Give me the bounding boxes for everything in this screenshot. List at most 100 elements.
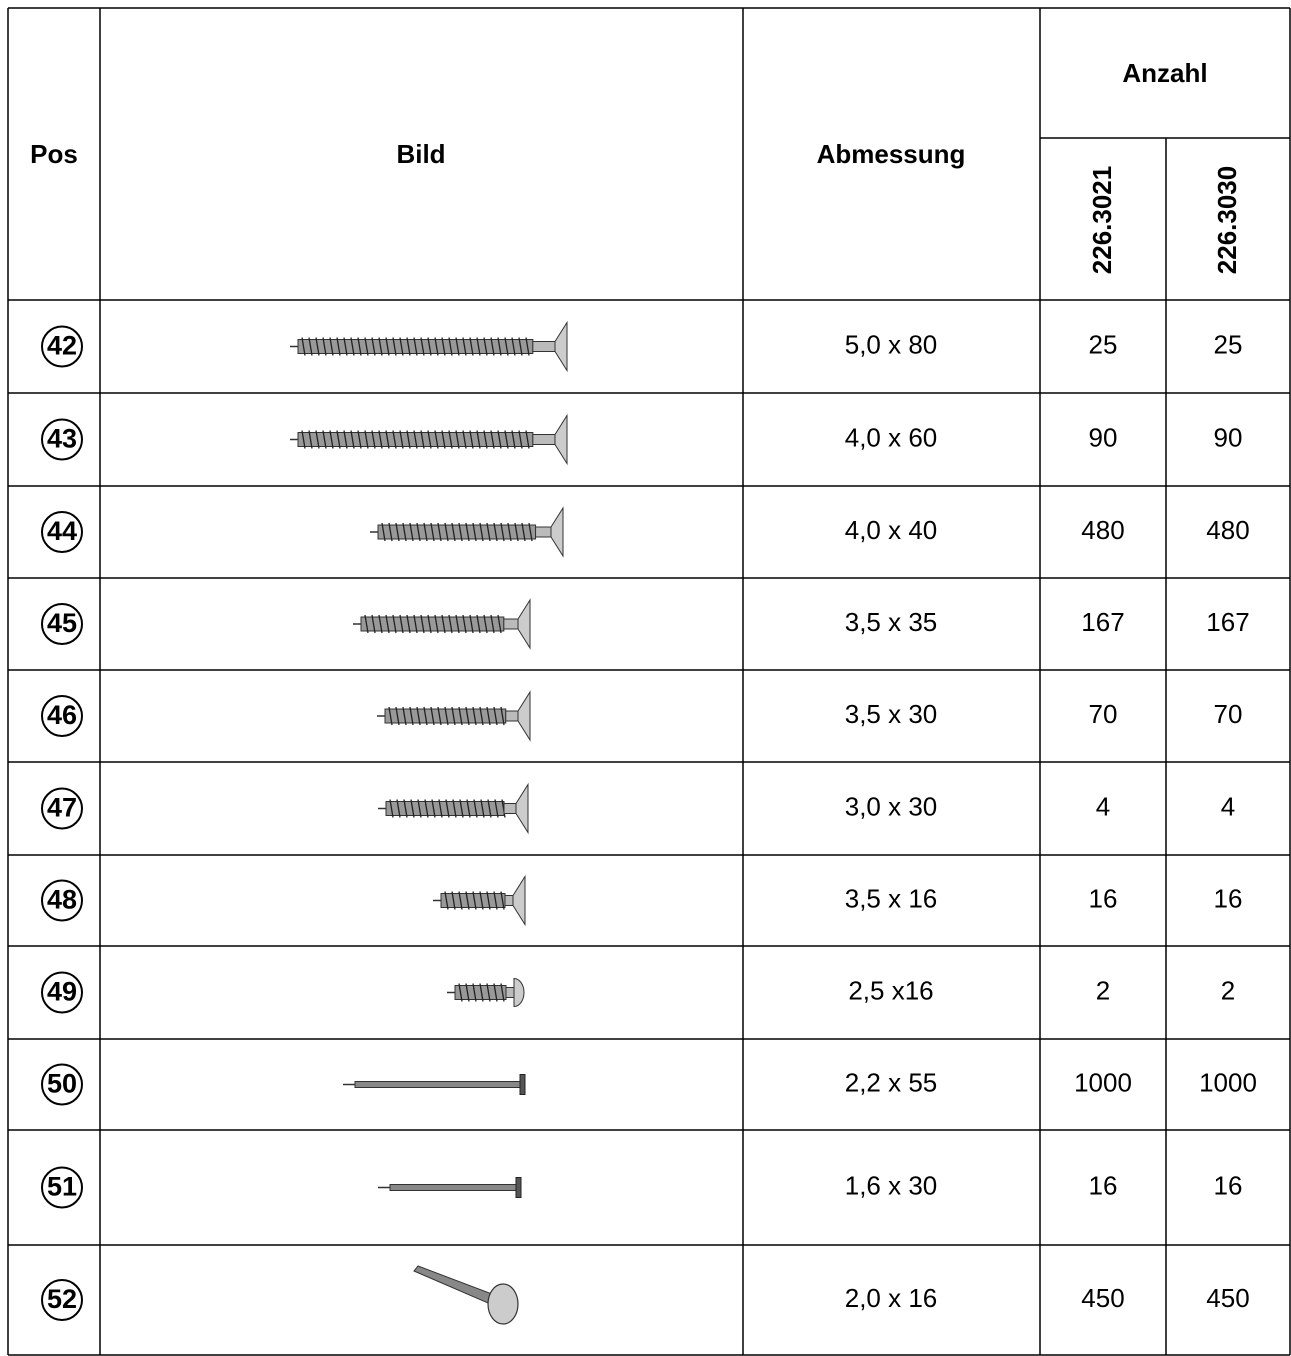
thread-line [385,614,390,634]
thread-line [301,337,306,356]
thread-line [490,614,495,634]
thread-line [406,614,411,634]
thread-line [497,337,502,356]
pos-number: 52 [47,1284,77,1314]
thread-line [465,522,470,542]
header-anzahl: Anzahl [1122,58,1207,88]
screw-head [550,506,564,558]
thread-line [451,891,456,910]
thread-line [301,430,306,449]
thread-line [448,337,453,356]
thread-line [434,337,439,356]
thread-line [409,522,414,542]
thread-line [329,430,334,449]
thread-line [452,799,457,818]
thread-line [486,706,491,726]
quantity: 167 [1206,607,1249,637]
thread-line [473,799,478,818]
quantity: 25 [1089,329,1118,359]
thread-line [406,337,411,356]
screw-head [512,874,526,927]
thread-line [392,337,397,356]
thread-line [336,430,341,449]
thread-line [416,706,421,726]
thread-line [378,614,383,634]
dimension: 2,5 x16 [848,975,933,1005]
thread-line [413,337,418,356]
quantity: 480 [1206,515,1249,545]
thread-line [469,614,474,634]
thread-line [343,337,348,356]
nail-head [515,1177,522,1198]
thread-line [417,799,422,818]
thread-line [388,706,393,726]
thread-line [371,430,376,449]
pos-number: 48 [47,885,77,915]
thread-line [423,522,428,542]
thread-line [521,522,526,542]
thread-line [392,430,397,449]
pos-number: 49 [47,977,77,1007]
thread-line [500,891,505,910]
pos-circle [41,971,83,1014]
part-image [353,598,531,650]
thread-line [441,337,446,356]
thread-line [308,337,313,356]
thread-line [444,891,449,910]
thread-line [420,337,425,356]
thread-line [465,706,470,726]
thread-line [403,799,408,818]
thread-line [434,430,439,449]
pos-circle [41,1166,83,1209]
quantity: 16 [1089,883,1118,913]
screw-shank [503,803,517,814]
thread-line [486,983,491,1002]
thread-line [476,614,481,634]
thread-line [378,430,383,449]
quantity: 450 [1081,1283,1124,1313]
pos-circle [41,879,83,922]
thread-line [500,522,505,542]
thread-line [486,522,491,542]
pos-number: 47 [47,793,77,823]
quantity: 167 [1081,607,1124,637]
screw-shank [535,526,552,538]
nail-shank [354,1081,522,1088]
header-article: 226.3021 [1087,166,1117,274]
quantity: 90 [1089,422,1118,452]
thread-line [434,614,439,634]
dimension: 2,0 x 16 [845,1283,938,1313]
thread-line [479,983,484,1002]
thread-line [500,706,505,726]
screw-shank [505,710,519,722]
pos-number: 50 [47,1069,77,1099]
quantity: 16 [1214,883,1243,913]
thread-line [385,430,390,449]
thread-line [494,799,499,818]
pos-number: 43 [47,424,77,454]
screw-shank [504,895,514,906]
screw-head [517,598,531,650]
part-image [343,1074,526,1095]
pos-number: 51 [47,1172,77,1202]
thread-line [476,337,481,356]
screw-head [554,413,568,466]
screw-head [554,320,568,373]
thread-line [483,430,488,449]
dimension: 3,0 x 30 [845,791,938,821]
quantity: 4 [1221,791,1235,821]
thread-line [462,430,467,449]
thread-line [490,337,495,356]
quantity: 2 [1096,975,1110,1005]
thread-line [451,706,456,726]
thread-line [423,706,428,726]
thread-line [518,337,523,356]
screw-head [515,782,529,835]
thread-line [504,430,509,449]
thread-line [487,799,492,818]
thread-line [476,430,481,449]
thread-line [497,614,502,634]
screw-shank [532,341,556,352]
thread-line [445,799,450,818]
thread-line [430,522,435,542]
